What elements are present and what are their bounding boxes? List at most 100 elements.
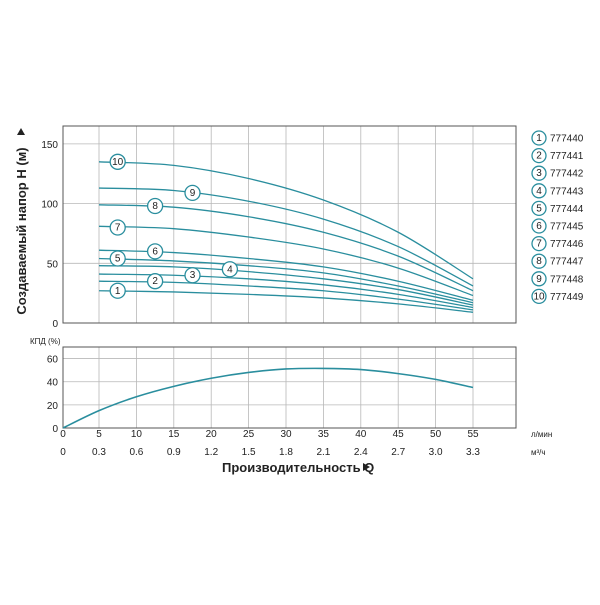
legend-badge-label: 8: [536, 256, 542, 267]
legend-item-4: 4: [531, 183, 547, 199]
x-axis-arrow-icon: [363, 463, 370, 471]
legend-series-name: 777444: [550, 204, 584, 215]
head-y-tick-label: 100: [41, 200, 58, 211]
curve-badge-7: 7: [109, 219, 126, 236]
unit-lmin: л/мин: [531, 430, 552, 439]
head-curve-9: [98, 187, 474, 287]
head-curve-5: [98, 257, 474, 304]
head-curve-3: [98, 273, 474, 309]
legend-series-name: 777445: [550, 222, 584, 233]
curve-badge-label: 5: [115, 254, 121, 265]
legend-badge-circle: [531, 218, 547, 234]
x-tick-m3h: 1.5: [242, 447, 256, 458]
efficiency-curve: [62, 367, 474, 429]
legend-item-9: 9: [531, 271, 547, 287]
head-curve-10: [98, 161, 474, 280]
legend-badge-circle: [531, 165, 547, 181]
eff-y-tick-label: 20: [47, 401, 59, 412]
legend-badge-circle: [531, 183, 547, 199]
legend-badge-circle: [531, 147, 547, 164]
x-tick-lmin: 15: [168, 429, 180, 440]
curve-badge-circle: [184, 267, 201, 284]
head-curve-1: [98, 290, 474, 313]
eff-y-tick-label: 0: [52, 424, 58, 435]
x-tick-lmin: 25: [243, 429, 255, 440]
head-curve-badges: 1 2 3 4 5 6 7 8 9 10: [109, 153, 239, 299]
x-tick-lmin: 5: [96, 429, 102, 440]
curve-badge-2: 2: [146, 273, 164, 290]
head-y-ticks: 0 50 100 150: [41, 140, 58, 330]
legend-badge-circle: [531, 200, 547, 217]
x-tick-m3h: 3.3: [466, 447, 480, 458]
curve-badge-label: 1: [115, 286, 121, 297]
x-tick-m3h: 3.0: [429, 447, 443, 458]
x-tick-m3h: 0.9: [167, 447, 181, 458]
legend-badge-label: 4: [536, 186, 542, 197]
legend-series-name: 777446: [550, 239, 584, 250]
legend-badge-circle: [531, 288, 547, 305]
legend: 1 777440 2 777441 3 777442 4 777443 5 777444 6 7774…: [531, 130, 584, 305]
eff-y-tick-label: 60: [47, 355, 59, 366]
curve-badge-circle: [146, 243, 164, 260]
head-ylabel-arrow-icon: [17, 128, 25, 135]
curve-badge-10: 10: [109, 153, 126, 170]
x-tick-lmin: 0: [60, 429, 66, 440]
curve-badge-label: 6: [152, 246, 158, 257]
x-tick-m3h: 1.2: [204, 447, 218, 458]
eff-y-ticks: 0 20 40 60: [47, 355, 59, 435]
curve-badge-circle: [146, 273, 164, 290]
eff-chart-grid: [63, 347, 516, 428]
legend-badge-circle: [531, 235, 547, 252]
x-axis-title: Производительность Q: [222, 460, 374, 475]
curve-badge-circle: [146, 197, 164, 215]
legend-item-6: 6: [531, 218, 547, 234]
head-curve-7: [98, 225, 474, 297]
x-tick-lmin: 45: [393, 429, 405, 440]
head-curve-6: [98, 249, 474, 301]
legend-item-1: 1: [531, 130, 547, 146]
legend-item-2: 2: [531, 147, 547, 164]
x-tick-m3h: 1.8: [279, 447, 293, 458]
head-y-tick-label: 50: [47, 259, 59, 270]
legend-badge-label: 3: [536, 168, 542, 179]
legend-badge-circle: [531, 253, 547, 269]
curve-badge-circle: [109, 282, 126, 299]
head-chart-frame: [62, 125, 517, 324]
legend-series-name: 777443: [550, 186, 584, 197]
curve-badge-9: 9: [184, 184, 201, 202]
curve-badge-label: 9: [190, 188, 196, 199]
curve-badge-label: 3: [190, 270, 196, 281]
head-ylabel: Создаваемый напор H (м): [14, 147, 29, 314]
x-tick-lmin: 40: [355, 429, 367, 440]
curve-badge-6: 6: [146, 243, 164, 260]
x-tick-lmin: 10: [131, 429, 143, 440]
legend-item-8: 8: [531, 253, 547, 269]
head-ylabel-group: Создаваемый напор H (м): [14, 128, 29, 315]
x-tick-m3h: 2.1: [316, 447, 330, 458]
legend-item-5: 5: [531, 200, 547, 217]
x-tick-m3h: 2.4: [354, 447, 368, 458]
eff-chart-frame: [62, 346, 517, 429]
legend-item-10: 10: [531, 288, 547, 305]
x-ticks-lmin: 0 5 10 15 20 25 30 35 40 45 50 55: [60, 429, 479, 440]
legend-item-7: 7: [531, 235, 547, 252]
head-curves: [98, 161, 474, 313]
curve-badge-3: 3: [184, 267, 201, 284]
legend-item-3: 3: [531, 165, 547, 181]
legend-badge-circle: [531, 271, 547, 287]
curve-badge-1: 1: [109, 282, 126, 299]
legend-badge-label: 2: [536, 151, 542, 162]
eff-ylabel: КПД (%): [30, 337, 61, 346]
legend-badge-label: 7: [536, 239, 542, 250]
legend-series-name: 777441: [550, 151, 584, 162]
legend-badge-label: 6: [536, 221, 542, 232]
unit-m3h: м³/ч: [531, 448, 546, 457]
head-curve-8: [98, 204, 474, 292]
head-y-tick-label: 150: [41, 140, 58, 151]
x-tick-lmin: 30: [280, 429, 292, 440]
curve-badge-label: 10: [112, 157, 124, 168]
legend-badge-label: 9: [536, 274, 542, 285]
curve-badge-circle: [109, 250, 126, 267]
curve-badge-circle: [184, 184, 201, 202]
